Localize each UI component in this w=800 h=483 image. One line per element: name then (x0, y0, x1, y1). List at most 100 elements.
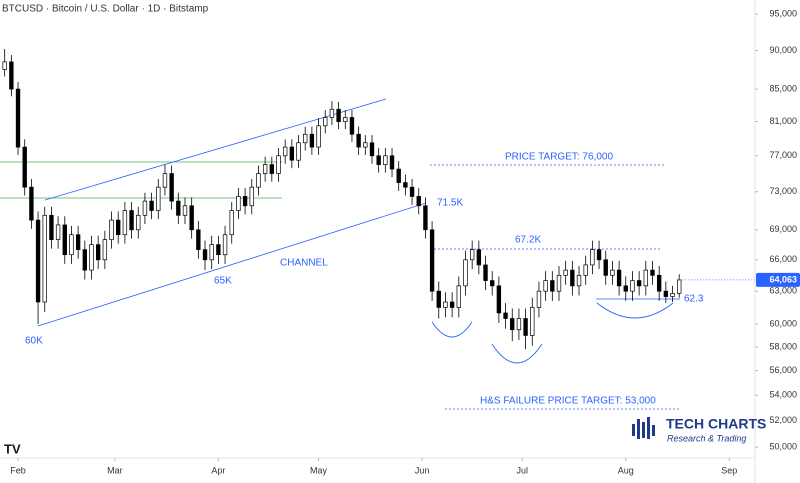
candle-body (316, 125, 321, 148)
candle-body (296, 142, 301, 161)
candle-body (396, 168, 401, 183)
y-tick-label: 66,000 (769, 254, 797, 264)
candle-body (663, 290, 669, 297)
candle-body (656, 274, 662, 292)
candle-body (576, 274, 582, 287)
y-tick-label: 85,000 (769, 83, 797, 93)
candle-body (523, 318, 528, 336)
candle-body (216, 244, 221, 256)
candle-body (530, 307, 535, 336)
candle-body (303, 133, 308, 144)
candle-body (209, 244, 214, 261)
tv-logo: TV (4, 441, 21, 456)
channel-line (37, 202, 427, 327)
candle-body (95, 244, 101, 261)
candle-body (102, 239, 108, 261)
candle-body (389, 155, 395, 170)
y-tick-label: 95,000 (769, 8, 797, 18)
candle-body (650, 269, 655, 276)
candle-body (363, 142, 368, 148)
y-tick-label: 73,000 (769, 186, 797, 196)
logo-bar (652, 425, 655, 436)
candle-body (156, 186, 161, 211)
y-tick-label: 77,000 (769, 150, 797, 160)
y-tick-label: 69,000 (769, 224, 797, 234)
candle-body (616, 269, 622, 287)
x-tick-label: Feb (10, 465, 26, 475)
candle-body (383, 155, 388, 165)
candle-body (176, 200, 181, 216)
x-tick-label: Jun (415, 465, 430, 475)
candle-body (249, 186, 254, 207)
annotation: PRICE TARGET: 76,000 (505, 152, 613, 163)
x-tick-label: Aug (618, 465, 634, 475)
candle-body (436, 290, 441, 308)
annotation: 60K (25, 336, 43, 347)
y-tick-label: 54,000 (769, 390, 797, 400)
candle-body (49, 214, 54, 241)
candle-body (69, 234, 74, 256)
annotation: 65K (214, 276, 232, 287)
candle-body (289, 146, 295, 161)
y-tick-label: 63,000 (769, 286, 797, 296)
head-arc (491, 343, 543, 364)
last-price-box (756, 272, 800, 287)
candle-body (483, 264, 488, 281)
candle-body (409, 186, 415, 197)
candle-body (503, 312, 508, 319)
candle-body (35, 219, 41, 303)
x-tick-label: Sep (721, 465, 737, 475)
candle-body (329, 108, 335, 118)
candle-body (276, 155, 281, 174)
candle-body (182, 205, 188, 216)
candle-body (603, 259, 608, 276)
candle-body (269, 164, 274, 174)
x-tick-label: Jul (516, 465, 528, 475)
candle-body (563, 269, 568, 276)
candle-body (116, 219, 121, 236)
candle-body (463, 259, 468, 287)
logo-bar (642, 422, 645, 438)
annotation: 71.5K (437, 198, 463, 209)
candle-body (323, 117, 328, 127)
candle-body (623, 285, 628, 292)
y-tick-label: 90,000 (769, 45, 797, 55)
candle-body (15, 88, 21, 148)
shoulder-arc (431, 321, 473, 338)
annotation: 62.3 (684, 294, 704, 305)
candle-body (490, 280, 495, 287)
candle-body (22, 146, 27, 188)
candle-body (55, 224, 61, 241)
candle-body (262, 164, 268, 174)
candle-body (590, 249, 595, 266)
candle-body (136, 214, 141, 231)
candle-body (122, 210, 128, 236)
candle-body (282, 146, 288, 157)
candle-body (29, 186, 34, 221)
candle-body (142, 200, 148, 216)
logo-bar (632, 424, 635, 436)
y-tick-label: 58,000 (769, 341, 797, 351)
y-tick-label: 60,000 (769, 318, 797, 328)
candle-body (516, 318, 522, 331)
candle-body (636, 280, 642, 287)
candle-body (416, 196, 421, 207)
candle-body (75, 234, 81, 251)
candle-body (149, 200, 154, 211)
candle-body (376, 155, 381, 165)
last-price-label: 64,063 (769, 274, 797, 284)
candle-body (256, 173, 261, 188)
candle-body (62, 224, 67, 256)
logo-subtitle: Research & Trading (667, 433, 746, 443)
candle-body (336, 108, 341, 122)
logo-title: TECH CHARTS (666, 416, 766, 432)
x-tick-label: Apr (211, 465, 225, 475)
candle-body (536, 290, 542, 308)
y-tick-label: 50,000 (769, 441, 797, 451)
candle-body (596, 249, 602, 261)
candle-body (222, 234, 228, 256)
x-tick-label: May (310, 465, 328, 475)
logo: TECH CHARTS Research & Trading (632, 416, 766, 443)
candle-body (550, 280, 555, 292)
